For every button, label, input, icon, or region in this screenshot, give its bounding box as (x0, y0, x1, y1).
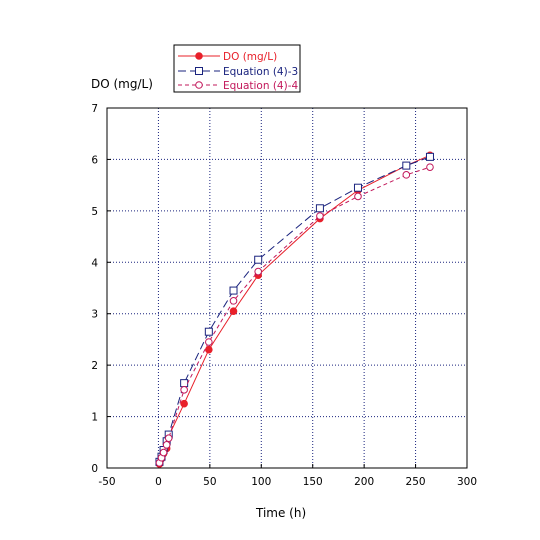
data-point-open-circle (402, 171, 411, 179)
data-point-square (353, 183, 362, 192)
data-point-filled-circle (180, 399, 188, 408)
data-point-square (254, 255, 263, 264)
series (155, 151, 434, 468)
data-point-square (315, 204, 324, 213)
data-point-open-circle (354, 192, 362, 201)
data-point-square (204, 327, 213, 336)
x-tick-label: 200 (354, 476, 374, 488)
data-point-filled-circle (205, 345, 213, 354)
y-tick-label: 4 (91, 257, 98, 269)
legend-item-eq3: Equation (4)-3 (178, 66, 298, 78)
plot-area-frame (106, 107, 468, 469)
legend-label-eq4: Equation (4)-4 (223, 80, 299, 92)
data-point-open-circle (180, 386, 188, 394)
x-tick-label: 300 (457, 476, 477, 488)
data-point-square (229, 286, 238, 295)
legend-item-do: DO (mg/L) (178, 51, 277, 63)
data-point-open-circle (316, 212, 324, 220)
legend-marker-eq3 (195, 67, 203, 75)
grid (107, 108, 467, 468)
x-tick-label: 250 (406, 476, 426, 488)
y-tick-label: 0 (91, 463, 98, 475)
data-point-open-circle (426, 163, 434, 171)
y-tick-label: 5 (91, 206, 98, 218)
x-axis-title: Time (h) (255, 506, 306, 520)
data-point-open-circle (159, 448, 168, 457)
data-point-square (425, 152, 434, 161)
legend-label-eq3: Equation (4)-3 (223, 66, 298, 78)
series-line (158, 154, 431, 465)
y-tick-label: 2 (91, 360, 98, 372)
y-tick-label: 6 (91, 154, 98, 166)
data-point-square (402, 161, 411, 170)
data-point-open-circle (254, 267, 263, 276)
legend-item-eq4: Equation (4)-4 (178, 80, 299, 92)
legend-marker-eq4 (195, 81, 203, 89)
y-axis-title: DO (mg/L) (91, 77, 153, 91)
series-line (158, 166, 431, 464)
x-tick-label: -50 (98, 476, 115, 488)
series-1 (155, 151, 434, 468)
x-tick-label: 0 (155, 476, 162, 488)
y-tick-label: 1 (91, 412, 98, 424)
data-point-filled-circle (229, 307, 238, 315)
y-tick-label: 3 (91, 309, 98, 321)
data-point-open-circle (164, 434, 173, 442)
data-point-square (180, 379, 189, 388)
x-tick-label: 50 (203, 476, 216, 488)
legend-label-do: DO (mg/L) (223, 51, 277, 63)
data-point-open-circle (229, 297, 238, 305)
y-tick-label: 7 (91, 103, 98, 115)
series-2 (155, 152, 434, 466)
x-tick-label: 100 (251, 476, 271, 488)
data-point-open-circle (162, 441, 171, 449)
x-tick-label: 150 (303, 476, 323, 488)
series-3 (155, 163, 434, 467)
data-point-open-circle (205, 338, 213, 346)
legend: DO (mg/L) Equation (4)-3 Equation (4)-4 (173, 44, 301, 93)
legend-marker-do (195, 52, 203, 60)
